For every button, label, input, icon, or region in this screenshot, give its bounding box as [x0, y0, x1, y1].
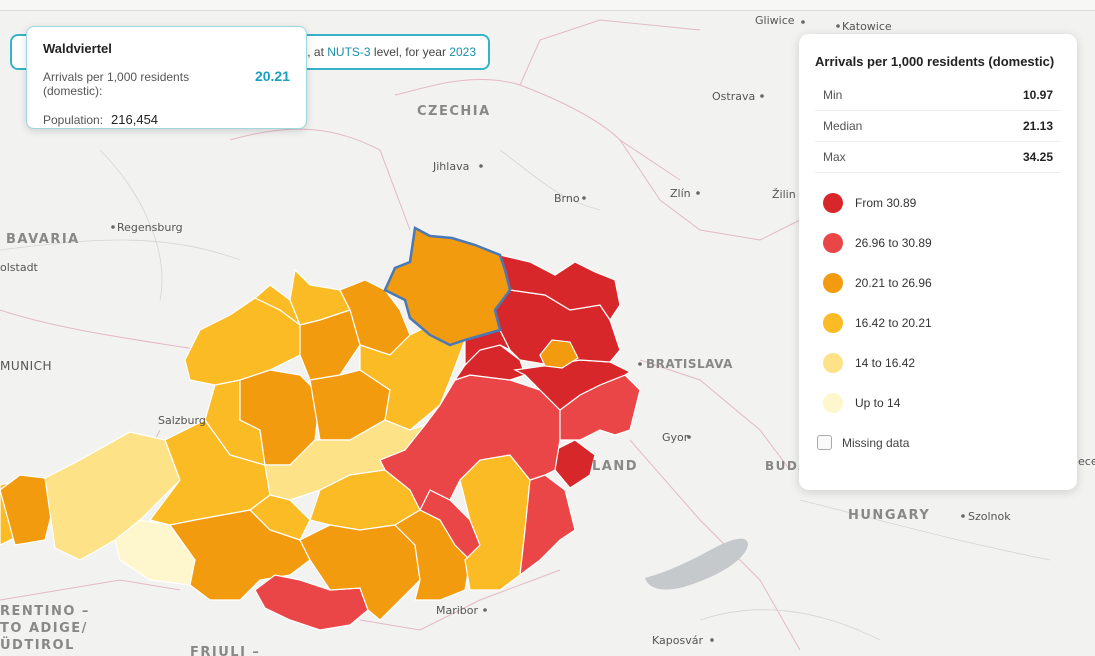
- banner-text-mid: , at: [307, 45, 328, 59]
- city-brno: Brno: [554, 192, 580, 205]
- legend-items: From 30.89 26.96 to 30.89 20.21 to 26.96…: [815, 183, 1061, 423]
- missing-data-checkbox[interactable]: [817, 435, 832, 450]
- legend-item-label: 14 to 16.42: [855, 356, 916, 370]
- top-bar: [0, 0, 1095, 11]
- missing-data-toggle[interactable]: Missing data: [815, 435, 1061, 450]
- tooltip-metric-value: 20.21: [254, 68, 290, 84]
- region-waldviertel[interactable]: [383, 226, 512, 347]
- city-szolnok: Szolnok: [968, 510, 1011, 523]
- legend-item-3[interactable]: 20.21 to 26.96: [815, 263, 1061, 303]
- legend-swatch: [823, 193, 843, 213]
- banner-text-level: level, for year: [370, 45, 450, 59]
- tooltip-population-label: Population:: [43, 113, 104, 127]
- legend-stats: Min 10.97 Median 21.13 Max 34.25: [815, 80, 1061, 173]
- legend-swatch: [823, 313, 843, 333]
- region-oststeiermark[interactable]: [459, 454, 531, 591]
- region-niederoesterreich-sued[interactable]: [379, 374, 561, 512]
- legend-swatch: [823, 273, 843, 293]
- city-maribor: Maribor: [436, 604, 479, 617]
- label-bratislava: BRATISLAVA: [646, 357, 733, 371]
- label-land: LAND: [592, 459, 638, 474]
- label-trentino: RENTINO –: [0, 604, 90, 619]
- tooltip-metric-row: Arrivals per 1,000 residents (domestic):…: [43, 68, 290, 98]
- tooltip-metric-label: Arrivals per 1,000 residents (domestic):: [43, 70, 190, 98]
- city-jihlava: Jihlava: [432, 160, 469, 173]
- tooltip-population-value: 216,454: [111, 112, 159, 127]
- stat-median: Median 21.13: [815, 111, 1061, 142]
- legend-item-label: Up to 14: [855, 396, 901, 410]
- missing-data-label: Missing data: [842, 435, 910, 450]
- label-hungary: HUNGARY: [848, 508, 930, 523]
- legend-item-2[interactable]: 26.96 to 30.89: [815, 223, 1061, 263]
- city-katowice: Katowice: [842, 20, 892, 33]
- region-mittelburgenland[interactable]: [554, 439, 596, 489]
- region-wien[interactable]: [539, 339, 579, 369]
- stat-label: Max: [823, 150, 846, 164]
- city-munich: MUNICH: [0, 359, 52, 373]
- banner-year[interactable]: 2023: [449, 45, 476, 59]
- tooltip-population-row: Population: 216,454: [43, 112, 290, 127]
- lake-balaton: [645, 538, 748, 590]
- stat-value: 34.25: [1022, 150, 1053, 164]
- legend-swatch: [823, 393, 843, 413]
- stat-label: Min: [823, 88, 843, 102]
- label-alto-adige: TO ADIGE/: [0, 621, 88, 636]
- stat-value: 10.97: [1022, 88, 1053, 102]
- city-ostrava: Ostrava: [712, 90, 755, 103]
- banner-level[interactable]: NUTS-3: [327, 45, 371, 59]
- tooltip-region-name: Waldviertel: [43, 41, 112, 56]
- city-partial-right: ece: [1078, 455, 1095, 468]
- legend-item-label: 26.96 to 30.89: [855, 236, 932, 250]
- legend-swatch: [823, 233, 843, 253]
- region-steyr-kirchdorf[interactable]: [359, 319, 466, 431]
- label-friuli: FRIULI –: [190, 645, 260, 656]
- city-gyor: Gyor: [662, 431, 689, 444]
- city-ingolstadt: olstadt: [0, 261, 39, 274]
- region-unterkaernten[interactable]: [299, 524, 421, 621]
- legend-swatch: [823, 353, 843, 373]
- region-tooltip: Waldviertel Arrivals per 1,000 residents…: [26, 26, 307, 129]
- stat-value: 21.13: [1022, 119, 1053, 133]
- label-czechia: CZECHIA: [417, 104, 491, 119]
- region-weinviertel-north[interactable]: [499, 254, 621, 322]
- region-tirol-west[interactable]: [44, 431, 181, 561]
- city-zlin: Zlín: [670, 187, 691, 200]
- label-suedtirol: ÜDTIROL: [0, 637, 75, 653]
- legend-item-5[interactable]: 14 to 16.42: [815, 343, 1061, 383]
- city-gliwice: Gliwice: [755, 14, 795, 27]
- city-kaposvar: Kaposvár: [652, 634, 703, 647]
- city-salzburg: Salzburg: [158, 414, 206, 427]
- legend-item-label: 16.42 to 20.21: [855, 316, 932, 330]
- legend-title: Arrivals per 1,000 residents (domestic): [815, 54, 1055, 69]
- legend-item-label: 20.21 to 26.96: [855, 276, 932, 290]
- legend-item-label: From 30.89: [855, 196, 917, 210]
- stat-label: Median: [823, 119, 863, 133]
- city-zilina: Žilin: [772, 188, 796, 201]
- legend-item-1[interactable]: From 30.89: [815, 183, 1061, 223]
- austria-regions: [0, 226, 641, 631]
- legend-panel: Arrivals per 1,000 residents (domestic) …: [799, 34, 1077, 490]
- legend-item-6[interactable]: Up to 14: [815, 383, 1061, 423]
- region-linz-wels[interactable]: [299, 309, 361, 381]
- stat-max: Max 34.25: [815, 142, 1061, 173]
- map-labels: CZECHIA BAVARIA HUNGARY BRATISLAVA RENTI…: [0, 14, 1095, 656]
- legend-item-4[interactable]: 16.42 to 20.21: [815, 303, 1061, 343]
- label-bavaria: BAVARIA: [6, 232, 80, 247]
- stat-min: Min 10.97: [815, 80, 1061, 111]
- city-regensburg: Regensburg: [117, 221, 183, 234]
- label-buda: BUDA: [765, 459, 809, 473]
